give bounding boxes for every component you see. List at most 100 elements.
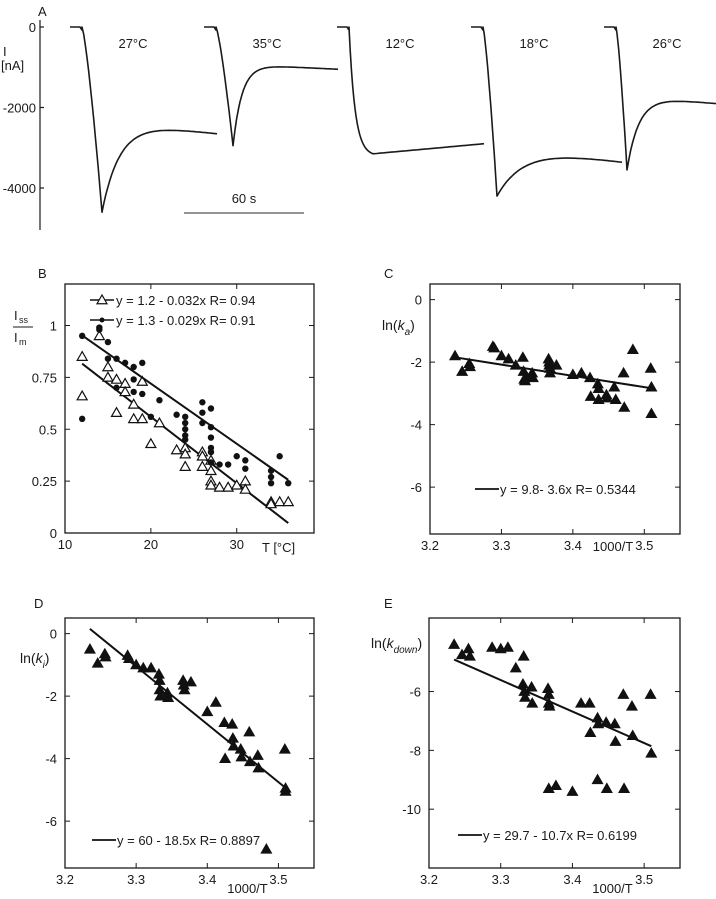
panel-b-point-dot <box>199 419 206 427</box>
panel-a-ylabel-line2: [nA] <box>1 58 24 73</box>
panel-b-point-dot <box>233 453 240 460</box>
panel-d-point <box>91 657 104 668</box>
panel-c-ylabel: ln(ka) <box>382 317 415 338</box>
panel-e-ylabel-part: k <box>387 635 395 651</box>
panel-c-point <box>626 343 639 354</box>
panel-b-point-dot <box>130 363 137 371</box>
panel-b-point-dot <box>224 461 232 468</box>
panel-e-ylabel-part: ) <box>417 635 422 651</box>
panel-d-point <box>178 683 191 695</box>
trace-temperature-label: 18°C <box>519 36 548 51</box>
panel-b-ytick-label: 0 <box>50 526 57 541</box>
panel-b-point-dot <box>216 461 223 468</box>
panel-b-point-triangle <box>196 460 209 471</box>
panel-b-legend-marker <box>95 293 109 305</box>
trace-12C <box>337 26 485 155</box>
panel-e-point <box>463 650 476 661</box>
panel-d-point <box>243 755 257 767</box>
panel-b-point-triangle <box>127 398 140 409</box>
panel-c-point <box>601 391 614 403</box>
panel-c-ytick-label: -6 <box>410 480 422 495</box>
panel-d-point <box>201 705 214 717</box>
panel-d-ylabel-part: i <box>43 660 46 671</box>
trace-temperature-label: 27°C <box>118 36 147 51</box>
panel-d-point <box>219 752 232 763</box>
panel-c-point <box>566 368 579 379</box>
panel-d-point <box>252 761 265 773</box>
panel-d-point <box>145 661 158 673</box>
panel-b-point-triangle <box>179 460 192 471</box>
panel-b-point-dot <box>104 338 112 346</box>
panel-b-point-dot <box>156 397 163 404</box>
panel-b-point-dot <box>130 388 137 396</box>
panel-b-point-dot <box>182 413 189 420</box>
panel-d-point <box>260 843 273 854</box>
panel-e-point <box>575 697 588 708</box>
panel-e-point <box>626 729 639 740</box>
panel-c-point <box>575 366 588 378</box>
panel-label-c: C <box>384 266 393 281</box>
panel-d-point <box>122 652 136 663</box>
panel-e-xtick-label: 3.5 <box>635 872 653 887</box>
panel-e-point <box>583 697 596 708</box>
trace-27C <box>70 26 218 213</box>
panel-e-ytick-label: -6 <box>409 685 421 700</box>
panel-d-point <box>243 725 256 737</box>
panel-b-chart: 10 20 30 0 0.25 0.5 0.75 1 I ssI m T [°C] y = 1.2 - … <box>13 283 315 555</box>
panel-d-ylabel-part: ) <box>45 650 50 666</box>
panel-e-point <box>644 688 657 699</box>
panel-c-ytick-label: -2 <box>410 355 422 370</box>
panel-label-e: E <box>384 596 393 611</box>
panel-b-point-triangle <box>273 495 286 507</box>
panel-c-plot-frame <box>429 283 681 535</box>
panel-a-ytick-label: -4000 <box>3 181 36 196</box>
panel-a-ytick-label: 0 <box>29 20 36 35</box>
panel-b-point-dot <box>173 411 180 418</box>
panel-d-xtick-label: 3.4 <box>198 872 216 887</box>
trace-35C <box>204 26 339 147</box>
panel-b-xtick-label: 20 <box>144 537 158 552</box>
trace-temperature-label: 26°C <box>652 36 681 51</box>
panel-b-point-dot <box>267 480 275 487</box>
panel-d-point <box>218 716 231 728</box>
panel-e-ylabel-part: ln( <box>371 635 387 651</box>
panel-b-point-dot <box>242 457 249 464</box>
panel-c-xtick-label: 3.3 <box>492 538 510 553</box>
panel-c-ytick-label: 0 <box>415 293 422 308</box>
panel-d-ylabel: ln(ki) <box>20 650 49 671</box>
panel-b-point-triangle <box>204 479 217 490</box>
panel-d-point <box>83 643 96 654</box>
panel-label-d: D <box>34 596 43 611</box>
panel-b-xtick-label: 30 <box>229 537 243 552</box>
panel-b-point-dot <box>96 326 103 333</box>
panel-b-point-triangle <box>101 371 114 382</box>
panel-b-legend-text: y = 1.2 - 0.032x R= 0.94 <box>116 293 255 308</box>
panel-c-point <box>608 380 621 392</box>
panel-b-point-dot <box>78 415 86 423</box>
panel-e-point <box>584 726 597 738</box>
panel-b-point-dot <box>78 332 86 340</box>
panel-e-point <box>549 779 562 790</box>
panel-b-plot-frame <box>64 283 315 534</box>
panel-e-ytick-label: -10 <box>402 802 421 817</box>
panel-b-point-triangle <box>282 495 295 507</box>
panel-e-point <box>455 648 469 660</box>
panel-e-point <box>543 700 556 711</box>
panel-b-point-triangle <box>127 412 140 424</box>
panel-b-point-triangle <box>239 483 252 494</box>
panel-c-xtick-label: 3.4 <box>564 538 582 553</box>
panel-b-point-dot <box>207 405 215 412</box>
panel-b-point-triangle <box>265 497 278 509</box>
panel-c-point <box>526 371 539 383</box>
panel-c-point <box>584 390 597 401</box>
panel-d-point <box>279 785 292 796</box>
panel-e-point <box>609 735 622 746</box>
panel-c-point <box>488 341 501 353</box>
panel-e-point <box>625 700 638 711</box>
panel-c-point <box>550 359 563 370</box>
panel-b-legend-text: y = 1.3 - 0.029x R= 0.91 <box>116 313 255 328</box>
panel-b-point-dot <box>121 359 129 367</box>
panel-d-point <box>184 675 197 687</box>
panel-d-fit-line <box>89 628 287 789</box>
panel-b-xtick-label: 10 <box>58 537 72 552</box>
